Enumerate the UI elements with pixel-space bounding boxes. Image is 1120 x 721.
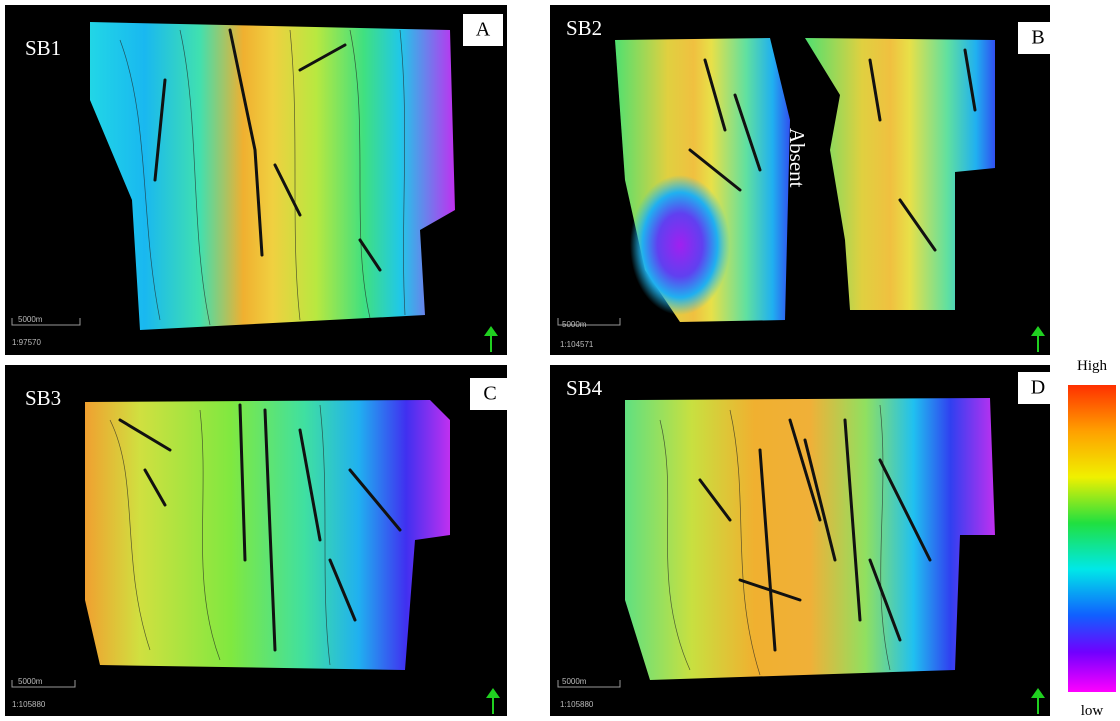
panel-letter: A — [476, 19, 491, 41]
scale-ratio: 1:97570 — [12, 338, 41, 347]
scale-ratio: 1:105880 — [12, 700, 46, 709]
figure: SB1 A 5000m 1:97570 SB2 Absent B 5000m 1… — [0, 0, 1120, 721]
page: SB1 A 5000m 1:97570 SB2 Absent B 5000m 1… — [0, 0, 1120, 721]
map — [625, 398, 995, 680]
legend-low: low — [1081, 703, 1104, 719]
annotation: Absent — [785, 128, 809, 188]
scale-bar-label: 5000m — [562, 677, 587, 686]
panel-name: SB1 — [25, 36, 61, 60]
legend-high: High — [1077, 358, 1108, 374]
panel-name: SB3 — [25, 386, 61, 410]
map-low — [630, 175, 730, 315]
scale-ratio: 1:104571 — [560, 340, 594, 349]
panel-d: SB4 D 5000m 1:105880 — [550, 365, 1058, 716]
panel-a: SB1 A 5000m 1:97570 — [5, 5, 507, 355]
panel-b: SB2 Absent B 5000m 1:104571 — [550, 5, 1058, 355]
panel-c: SB3 C 5000m 1:105880 — [5, 365, 510, 716]
color-legend: High low — [1068, 358, 1116, 719]
color-bar — [1068, 385, 1116, 692]
panel-letter: D — [1031, 377, 1045, 399]
panel-letter: C — [483, 383, 496, 405]
panel-name: SB2 — [566, 16, 602, 40]
scale-ratio: 1:105880 — [560, 700, 594, 709]
panel-letter: B — [1031, 27, 1044, 49]
map — [90, 22, 455, 330]
scale-bar-label: 5000m — [18, 315, 43, 324]
scale-bar-label: 5000m — [562, 320, 587, 329]
panel-name: SB4 — [566, 376, 603, 400]
scale-bar-label: 5000m — [18, 677, 43, 686]
